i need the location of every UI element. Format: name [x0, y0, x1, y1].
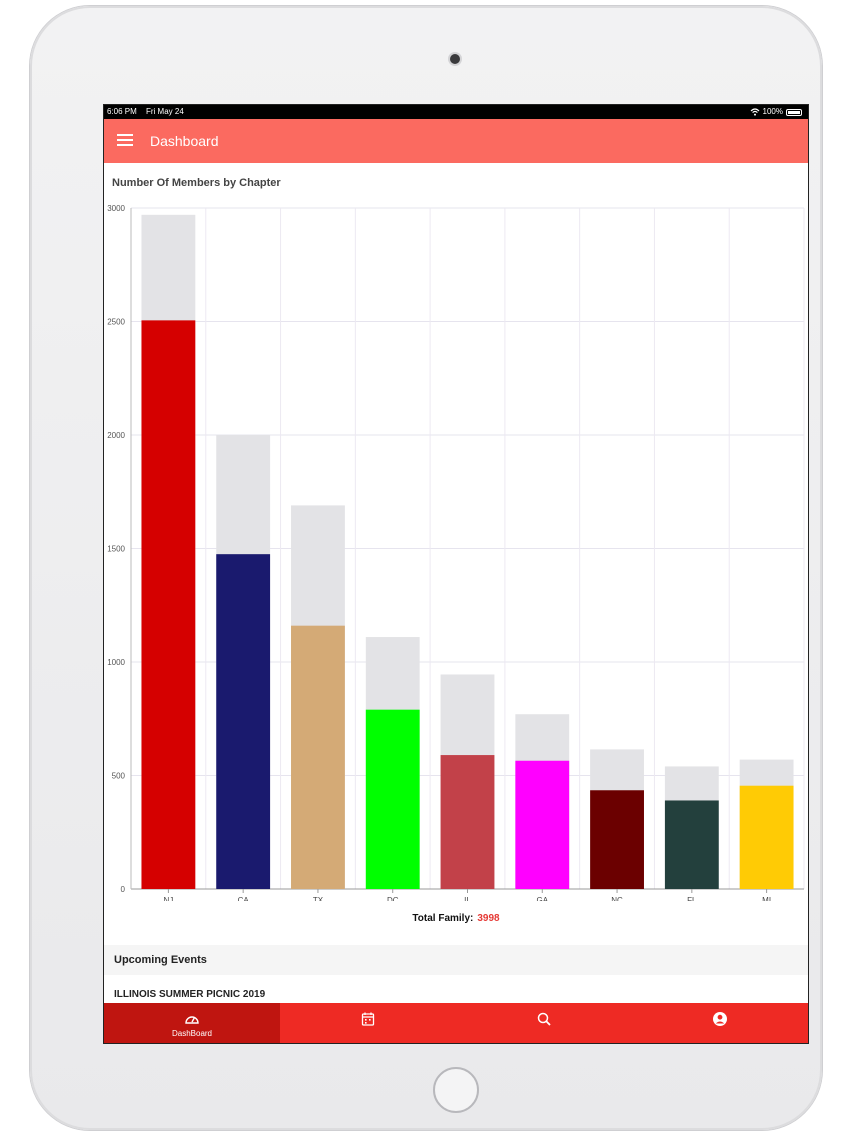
- status-time: 6:06 PM: [107, 107, 137, 116]
- app-screen: 6:06 PM Fri May 24 100% Dashboard Number…: [103, 104, 809, 1044]
- total-family-value: 3998: [477, 913, 500, 924]
- wifi-icon: [750, 108, 759, 116]
- x-tick-label: DC: [387, 896, 399, 901]
- members-bar-chart: 0 500 1000 1500 2000 2500 3000 NJ CA TX DC IL GA NC FL…: [107, 204, 805, 901]
- event-item[interactable]: ILLINOIS SUMMER PICNIC 2019: [114, 989, 266, 1000]
- tab-calendar[interactable]: [280, 1003, 456, 1043]
- hamburger-menu-icon[interactable]: [117, 134, 133, 146]
- tab-profile[interactable]: [632, 1003, 808, 1043]
- x-tick-label: NJ: [163, 896, 173, 901]
- status-date: Fri May 24: [146, 107, 184, 116]
- x-tick-label: TX: [313, 896, 324, 901]
- total-family-label: Total Family:: [412, 913, 474, 924]
- profile-icon: [713, 1012, 727, 1026]
- search-icon: [537, 1012, 551, 1026]
- app-bar: Dashboard: [104, 119, 808, 163]
- y-tick-label: 2500: [107, 318, 125, 327]
- bar-members: [291, 625, 345, 889]
- y-tick-label: 1000: [107, 658, 125, 667]
- y-tick-label: 2000: [107, 431, 125, 440]
- y-tick-label: 0: [121, 885, 126, 894]
- dashboard-content: Number Of Members by Chapter 0 500 1000 150…: [104, 163, 808, 1003]
- bottom-tab-bar: DashBoard: [104, 1003, 808, 1043]
- battery-icon: [786, 108, 802, 116]
- tablet-frame: 6:06 PM Fri May 24 100% Dashboard Number…: [30, 6, 822, 1130]
- bar-members: [141, 320, 196, 889]
- x-tick-label: GA: [536, 896, 548, 901]
- y-tick-label: 1500: [107, 545, 125, 554]
- bar-members: [590, 790, 644, 889]
- front-camera: [450, 54, 460, 64]
- total-family: Total Family: 3998: [104, 913, 808, 924]
- tab-dashboard[interactable]: DashBoard: [104, 1003, 280, 1043]
- chart-title: Number Of Members by Chapter: [112, 177, 281, 189]
- status-bar: 6:06 PM Fri May 24 100%: [104, 105, 808, 119]
- upcoming-events-title: Upcoming Events: [114, 954, 207, 966]
- bar-members: [365, 709, 420, 889]
- upcoming-events-header: Upcoming Events: [104, 945, 808, 975]
- x-tick-label: FL: [687, 896, 697, 901]
- y-tick-label: 3000: [107, 204, 125, 213]
- y-tick-label: 500: [112, 772, 126, 781]
- bar-members: [664, 800, 719, 889]
- x-tick-label: CA: [238, 896, 250, 901]
- battery-percent: 100%: [762, 107, 783, 116]
- tab-search[interactable]: [456, 1003, 632, 1043]
- x-tick-label: MI: [762, 896, 771, 901]
- bar-members: [440, 755, 495, 889]
- bar-members: [739, 785, 794, 889]
- bar-members: [515, 760, 570, 889]
- bar-members: [216, 554, 271, 889]
- calendar-icon: [361, 1012, 375, 1026]
- home-button[interactable]: [433, 1067, 479, 1113]
- tab-dashboard-label: DashBoard: [171, 1029, 213, 1038]
- x-tick-label: NC: [611, 896, 623, 901]
- dashboard-icon: [185, 1016, 199, 1024]
- status-right: 100%: [750, 105, 802, 119]
- x-tick-label: IL: [464, 896, 471, 901]
- page-title: Dashboard: [150, 133, 219, 149]
